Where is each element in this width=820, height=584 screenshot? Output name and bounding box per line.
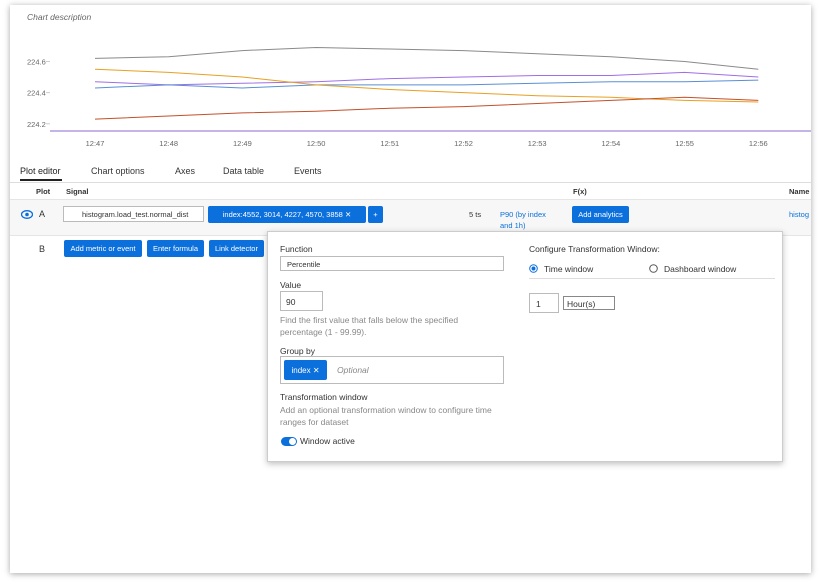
- resolution: 5 ts: [469, 210, 482, 219]
- radio[interactable]: [529, 264, 538, 273]
- y-tick-label: 224.6: [27, 57, 46, 66]
- tag-text: index: [291, 365, 311, 375]
- radio-label: Dashboard window: [664, 264, 737, 274]
- help: Add an optional transformation window to…: [280, 405, 492, 427]
- radio[interactable]: [649, 264, 658, 273]
- x-tick-label: 12:52: [454, 139, 473, 148]
- chart: Chart description 224.6 224.4 224.2 12:47 12…: [27, 12, 811, 148]
- radio-label: Time window: [544, 264, 594, 274]
- window-input[interactable]: 1: [529, 293, 559, 313]
- x-tick-label: 12:51: [380, 139, 399, 148]
- group-input[interactable]: [280, 356, 504, 384]
- divider: [529, 278, 775, 279]
- label: Value: [280, 280, 302, 290]
- header: Name: [789, 187, 810, 196]
- label: Function: [280, 244, 313, 254]
- placeholder: Optional: [337, 365, 369, 375]
- series-line: [94, 96, 759, 120]
- header: F(x): [573, 187, 587, 196]
- series-line: [94, 71, 759, 86]
- series-line: [94, 79, 759, 89]
- name-link[interactable]: histog: [789, 210, 810, 219]
- button[interactable]: Add metric or event: [64, 240, 142, 257]
- x-tick-label: 12:47: [86, 139, 105, 148]
- tab[interactable]: Axes: [175, 166, 196, 176]
- toggle-label: Window active: [300, 436, 355, 446]
- y-tick-label: 224.4: [27, 89, 46, 98]
- button[interactable]: Enter formula: [147, 240, 204, 257]
- filter-chip[interactable]: index:4552, 3014, 4227, 4570, 3858 ✕: [208, 206, 366, 223]
- group-tag[interactable]: index ✕: [284, 360, 327, 380]
- help: Find the first value that falls below th…: [280, 315, 459, 337]
- x-tick-label: 12:53: [528, 139, 547, 148]
- select[interactable]: Percentile: [280, 256, 504, 271]
- header: Plot: [36, 187, 51, 196]
- unit-select[interactable]: Hour(s): [563, 296, 615, 310]
- tab-underline: [20, 179, 62, 181]
- tab[interactable]: Data table: [223, 166, 265, 176]
- chart-title: Chart description: [27, 12, 92, 22]
- toggle[interactable]: [281, 437, 297, 446]
- plot-label: A: [39, 209, 46, 219]
- label: Transformation window: [280, 392, 368, 402]
- add-button[interactable]: +: [368, 206, 383, 223]
- y-tick-label: 224.2: [27, 120, 46, 129]
- x-tick-label: 12:54: [602, 139, 621, 148]
- x-tick-label: 12:55: [675, 139, 694, 148]
- eye-icon[interactable]: [21, 210, 33, 219]
- tab[interactable]: Plot editor: [20, 166, 61, 176]
- label: Group by: [280, 346, 315, 356]
- x-tick-label: 12:49: [233, 139, 252, 148]
- value-input[interactable]: 90: [280, 291, 323, 311]
- row: [10, 199, 811, 236]
- window: Chart description 224.6 224.4 224.2 12:47 12…: [10, 5, 811, 573]
- signal-input[interactable]: histogram.load_test.normal_dist: [63, 206, 204, 222]
- popup: Function Percentile Value 90 Find the fi…: [267, 231, 783, 462]
- x-tick-label: 12:48: [159, 139, 178, 148]
- divider: [10, 182, 811, 183]
- button[interactable]: Link detector: [209, 240, 264, 257]
- label: Configure Transformation Window:: [529, 244, 660, 254]
- tab[interactable]: Chart options: [91, 166, 145, 176]
- add-analytics[interactable]: Add analytics: [572, 206, 629, 223]
- function-link[interactable]: P90 (by index and 1h): [500, 210, 546, 230]
- header: Signal: [66, 187, 89, 196]
- series-line: [94, 46, 759, 70]
- filter-text: index:4552, 3014, 4227, 4570, 3858: [222, 210, 343, 219]
- tab[interactable]: Events: [294, 166, 322, 176]
- plot-label: B: [39, 244, 46, 254]
- x-tick-label: 12:50: [307, 139, 326, 148]
- x-tick-label: 12:56: [749, 139, 768, 148]
